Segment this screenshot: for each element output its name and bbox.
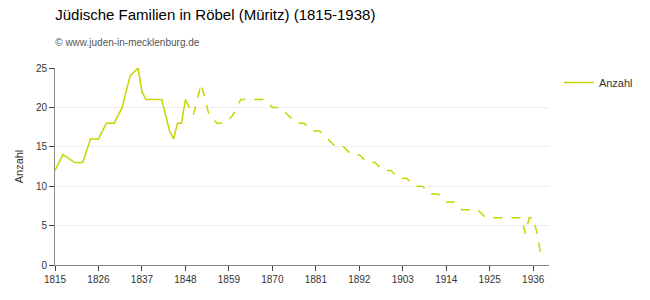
svg-text:15: 15: [36, 141, 48, 152]
svg-text:1837: 1837: [131, 274, 154, 285]
svg-text:1859: 1859: [218, 274, 241, 285]
svg-text:1848: 1848: [174, 274, 197, 285]
svg-text:1936: 1936: [522, 274, 545, 285]
svg-text:5: 5: [41, 220, 47, 231]
svg-text:© www.juden-in-mecklenburg.de: © www.juden-in-mecklenburg.de: [55, 37, 200, 48]
svg-text:1914: 1914: [435, 274, 458, 285]
svg-text:25: 25: [36, 63, 48, 74]
svg-text:Anzahl: Anzahl: [599, 77, 633, 89]
svg-text:20: 20: [36, 102, 48, 113]
svg-text:1881: 1881: [305, 274, 328, 285]
svg-text:Anzahl: Anzahl: [13, 150, 25, 184]
svg-text:1870: 1870: [261, 274, 284, 285]
svg-text:1826: 1826: [87, 274, 110, 285]
svg-text:1925: 1925: [479, 274, 502, 285]
svg-text:1892: 1892: [348, 274, 371, 285]
svg-text:Jüdische Familien in Röbel (Mü: Jüdische Familien in Röbel (Müritz) (181…: [55, 6, 375, 23]
svg-text:1903: 1903: [392, 274, 415, 285]
svg-text:10: 10: [36, 181, 48, 192]
svg-text:1815: 1815: [44, 274, 67, 285]
svg-text:0: 0: [41, 260, 47, 271]
